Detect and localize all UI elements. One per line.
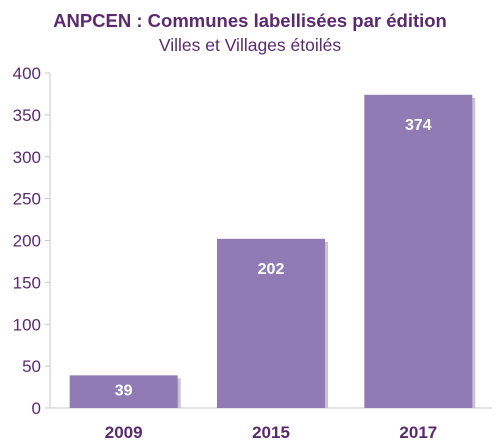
y-tick-label: 0	[32, 399, 41, 418]
bar-data-label: 374	[405, 117, 432, 134]
bar-data-label: 202	[258, 261, 285, 278]
x-tick-label: 2015	[252, 423, 290, 442]
y-tick-label: 400	[13, 64, 41, 83]
chart-subtitle: Villes et Villages étoilés	[158, 35, 342, 55]
y-tick-label: 250	[13, 190, 41, 209]
y-tick-label: 200	[13, 232, 41, 251]
y-tick-label: 300	[13, 148, 41, 167]
y-tick-label: 100	[13, 315, 41, 334]
y-tick-label: 150	[13, 273, 41, 292]
bar	[217, 238, 325, 408]
bar-data-label: 39	[115, 382, 133, 399]
chart-title: ANPCEN : Communes labellisées par éditio…	[53, 10, 447, 31]
y-tick-label: 50	[22, 357, 41, 376]
bar	[364, 94, 473, 409]
x-tick-label: 2017	[399, 423, 437, 442]
y-tick-label: 350	[13, 106, 41, 125]
bar	[69, 375, 178, 408]
x-tick-label: 2009	[105, 423, 143, 442]
